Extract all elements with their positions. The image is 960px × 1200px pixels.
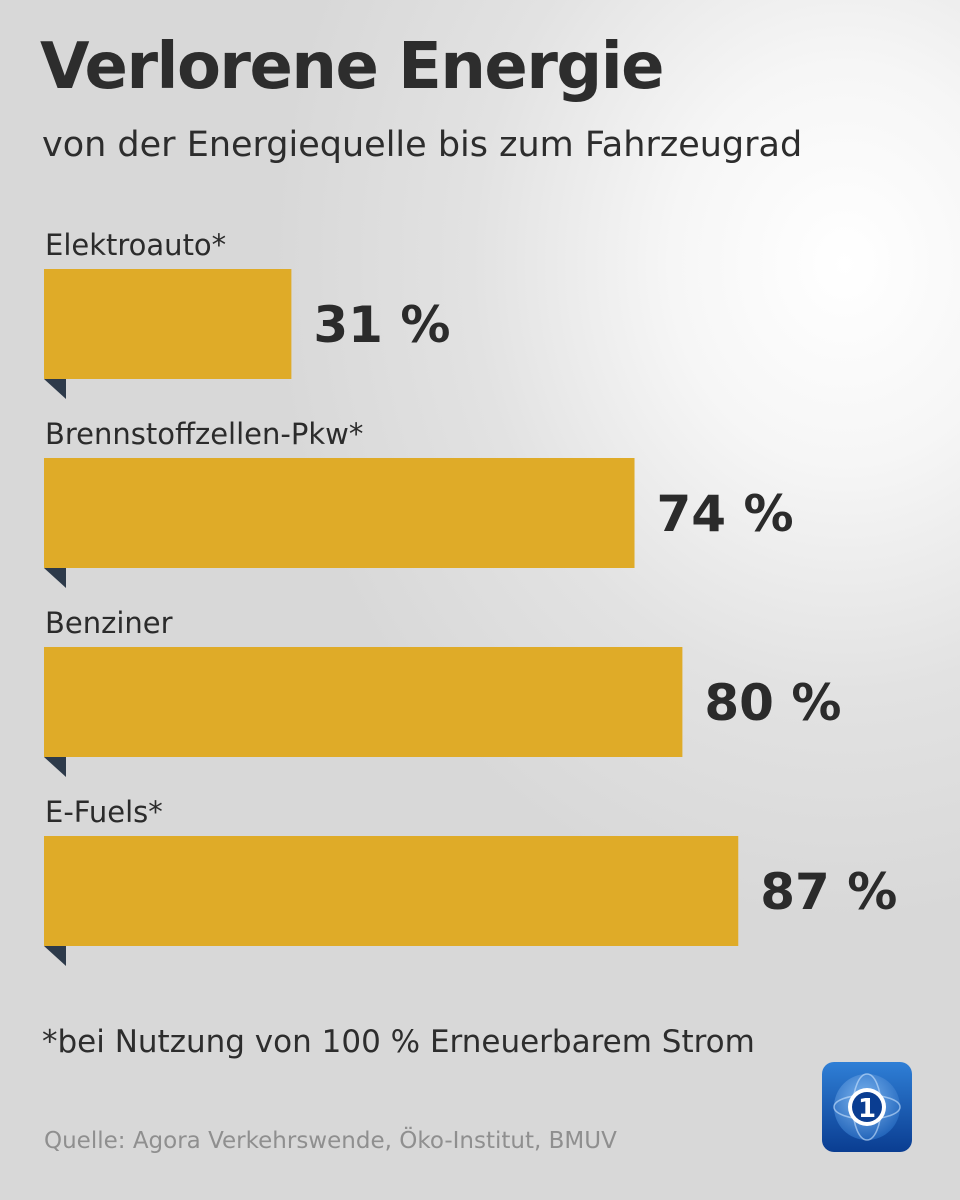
category-label: Benziner — [45, 606, 173, 640]
bar — [44, 836, 739, 946]
chart-title: Verlorene Energie — [40, 30, 665, 104]
value-label: 80 % — [704, 674, 841, 732]
bar-corner-fold — [44, 568, 66, 588]
svg-text:1: 1 — [858, 1094, 876, 1124]
source-note: Quelle: Agora Verkehrswende, Öko-Institu… — [44, 1128, 617, 1154]
value-label: 74 % — [657, 485, 794, 543]
bar — [44, 269, 292, 379]
tagesschau-logo-icon: 1 — [822, 1062, 912, 1152]
footnote: *bei Nutzung von 100 % Erneuerbarem Stro… — [42, 1024, 755, 1060]
bar — [44, 458, 635, 568]
category-label: Brennstoffzellen-Pkw* — [45, 417, 363, 451]
value-label: 31 % — [313, 296, 450, 354]
category-label: Elektroauto* — [45, 228, 226, 262]
bar-corner-fold — [44, 757, 66, 777]
bar-corner-fold — [44, 379, 66, 399]
value-label: 87 % — [760, 863, 897, 921]
bar-chart: Elektroauto* 31 % Brennstoffzellen-Pkw* 74 … — [44, 228, 897, 966]
chart-subtitle: von der Energiequelle bis zum Fahrzeugra… — [42, 125, 803, 165]
bar-corner-fold — [44, 946, 66, 966]
bar — [44, 647, 683, 757]
category-label: E-Fuels* — [45, 795, 163, 829]
